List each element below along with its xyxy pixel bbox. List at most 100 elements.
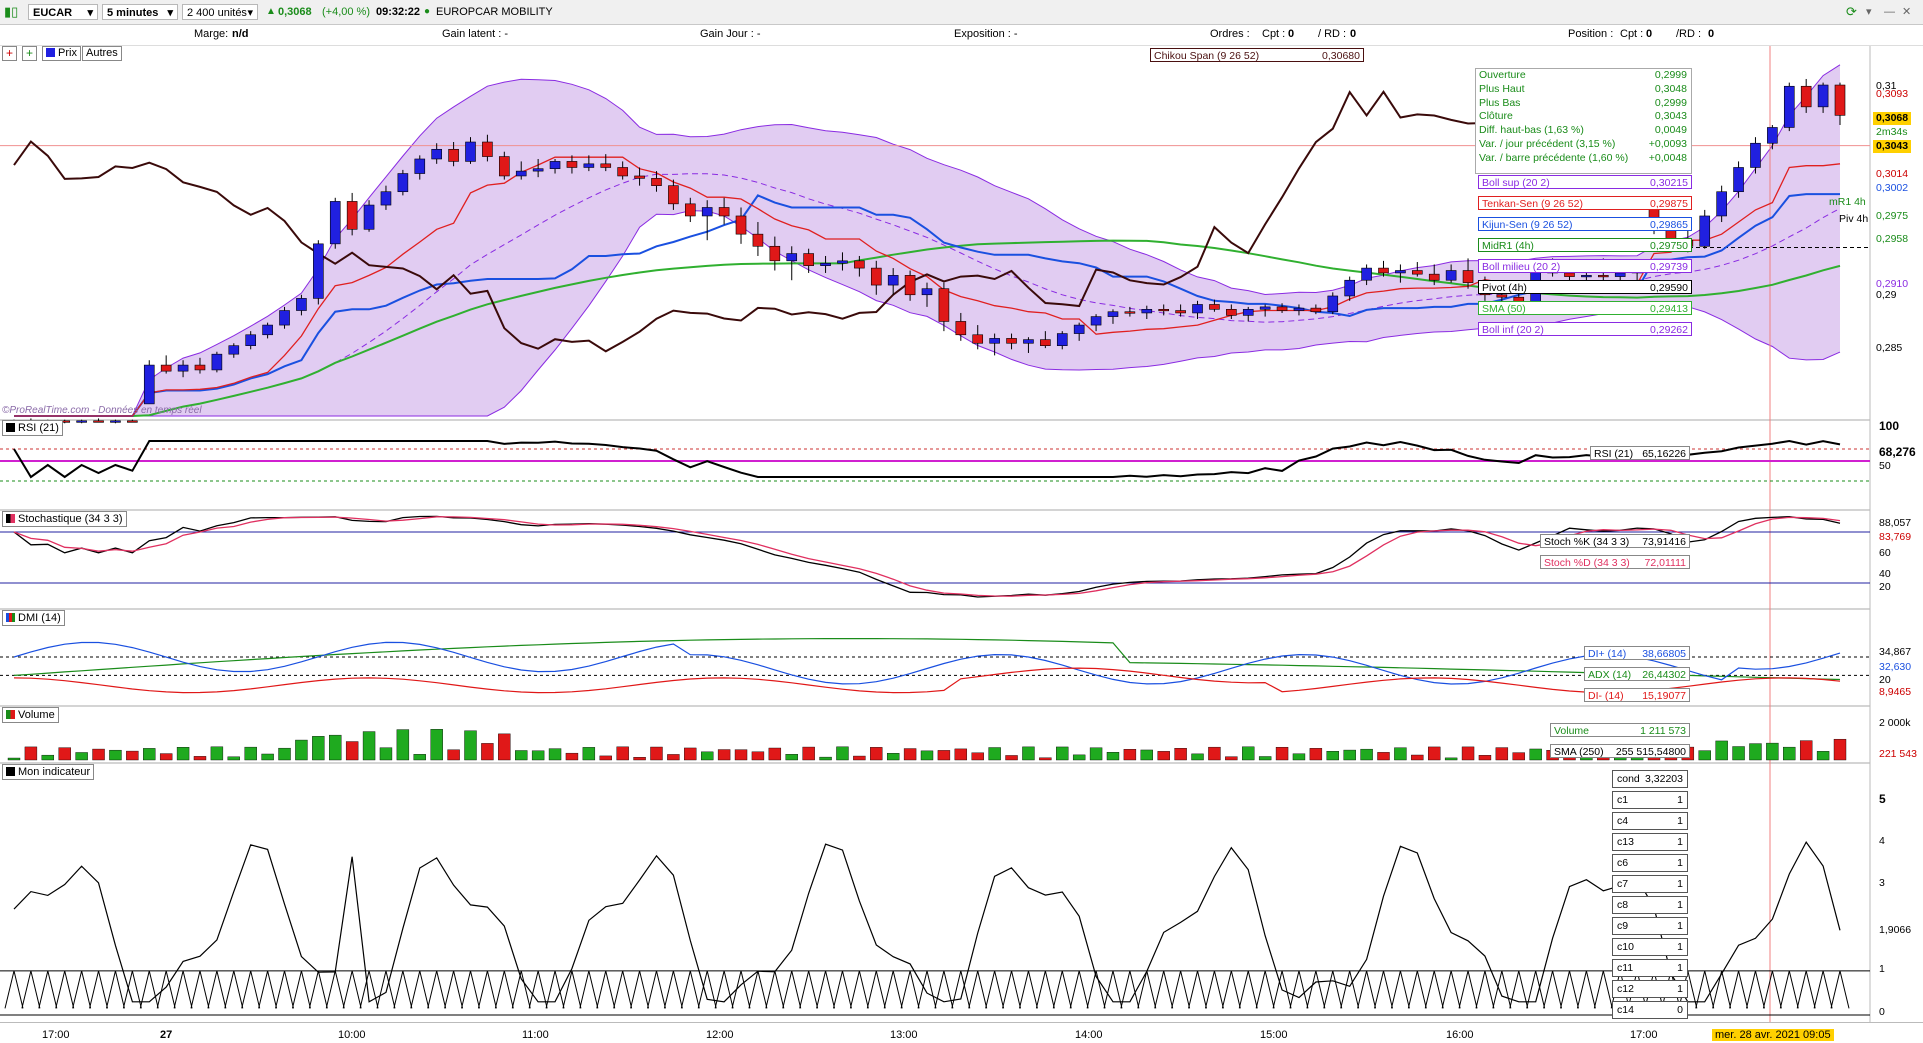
candle-body <box>718 207 730 217</box>
volume-bar <box>548 748 562 761</box>
candle-body <box>752 233 764 247</box>
volume-bar <box>886 753 900 761</box>
ohlc-label: Clôture <box>1479 110 1513 123</box>
candle-body <box>1564 272 1575 277</box>
zigzag-segment <box>968 970 988 1009</box>
position-cpt: 0 <box>1646 28 1653 40</box>
add-chart-icon[interactable]: + <box>22 46 37 61</box>
ohlc-value: 0,2999 <box>1654 96 1687 109</box>
time-axis-label: 14:00 <box>1075 1029 1103 1041</box>
symbol-selector[interactable]: EUCAR ▾ <box>28 4 98 20</box>
pane-title-mon-indicateur[interactable]: Mon indicateur <box>2 764 95 780</box>
candle-body <box>735 215 747 235</box>
zigzag-segment <box>1255 970 1275 1009</box>
zigzag-segment <box>562 970 582 1009</box>
rsi-color-icon <box>6 423 15 432</box>
tab-prix[interactable]: Prix <box>42 46 81 61</box>
pane-title-dmi[interactable]: DMI (14) <box>2 610 65 626</box>
volume-color-icon <box>6 710 15 719</box>
volume-value: 1 211 573 <box>1640 725 1686 737</box>
candle-body <box>1767 127 1778 144</box>
refresh-icon[interactable]: ⟳ <box>1846 4 1857 19</box>
volume-bar <box>531 750 545 761</box>
zigzag-segment <box>748 970 768 1009</box>
volume-bar <box>515 750 528 761</box>
minimize-icon[interactable]: — <box>1884 6 1895 18</box>
volume-bar <box>1056 746 1069 761</box>
candle-body <box>1344 279 1355 297</box>
volume-bar <box>244 746 257 761</box>
candle-body <box>482 141 493 157</box>
zigzag-segment <box>308 970 328 1009</box>
time-axis-label: 27 <box>160 1029 173 1041</box>
pane-title-stochastic[interactable]: Stochastique (34 3 3) <box>2 511 127 527</box>
candle-body <box>245 334 257 346</box>
volume-bar <box>1394 747 1407 761</box>
pane-title-volume[interactable]: Volume <box>2 707 59 723</box>
zigzag-segment <box>731 970 751 1009</box>
volume-bar <box>734 749 748 761</box>
zigzag-segment <box>680 970 700 1009</box>
interval-selector[interactable]: 5 minutes ▾ <box>102 4 178 20</box>
candle-body <box>1259 306 1271 310</box>
price-legend-1: Boll sup (20 2) 0,30215 <box>1478 175 1692 189</box>
candle-body <box>279 310 290 326</box>
volume-bar <box>1461 746 1475 761</box>
zigzag-segment <box>866 970 886 1009</box>
zigzag-segment <box>832 970 852 1009</box>
zigzag-segment <box>1154 970 1174 1009</box>
price-axis-label: 0,3014 <box>1876 168 1909 180</box>
zigzag-segment <box>1238 970 1258 1009</box>
volume-bar <box>1732 746 1745 761</box>
volume-bar <box>1191 753 1204 761</box>
price-legend-value: 0,29865 <box>1650 219 1688 231</box>
price-axis-label: 0,3043 <box>1873 140 1912 153</box>
annotation-piv: Piv 4h <box>1839 213 1869 225</box>
candle-body <box>296 298 307 311</box>
zigzag-segment <box>1002 970 1022 1009</box>
zigzag-segment <box>1593 970 1613 1009</box>
stoch-k-value: 73,91416 <box>1642 536 1686 548</box>
quantity-selector[interactable]: 2 400 unités ▾ <box>182 4 258 20</box>
candle-body <box>346 201 358 230</box>
candle-body <box>110 420 121 423</box>
volume-bar <box>599 755 612 761</box>
stoch-d-label: Stoch %D (34 3 3) <box>1544 557 1630 569</box>
volume-bar <box>667 754 680 761</box>
volume-bar <box>1799 740 1813 761</box>
price-legend-value: 0,29875 <box>1650 198 1688 210</box>
condition-value: 1 <box>1677 983 1683 995</box>
tab-autres[interactable]: Autres <box>82 46 122 61</box>
zigzag-segment <box>1272 970 1292 1009</box>
condition-row-cond: cond 3,32203 <box>1612 770 1688 788</box>
volume-bar <box>684 747 697 761</box>
zigzag-segment <box>1712 970 1732 1009</box>
di-plus-value: 38,66805 <box>1642 648 1686 660</box>
legend-volume: Volume 1 211 573 <box>1550 723 1690 737</box>
chart-type-icon[interactable]: ▮▯ <box>4 4 19 19</box>
pane-title-rsi[interactable]: RSI (21) <box>2 420 63 436</box>
zigzag-segment <box>883 970 903 1009</box>
volume-bar <box>1292 753 1306 761</box>
candle-body <box>583 163 595 168</box>
zigzag-segment <box>579 970 599 1009</box>
price-axis-label: 0,31 <box>1876 80 1897 92</box>
volume-bar <box>768 747 782 761</box>
zigzag-segment <box>714 970 734 1009</box>
time-axis-label: 17:00 <box>42 1029 70 1041</box>
zigzag-segment <box>1188 970 1208 1009</box>
volume-bar <box>1411 754 1424 761</box>
zigzag-segment <box>1695 970 1715 1009</box>
position-label: Position : <box>1568 28 1614 40</box>
candle-body <box>448 148 459 162</box>
condition-label: cond <box>1617 773 1640 785</box>
price-legend-5: Boll milieu (20 2) 0,29739 <box>1478 259 1692 273</box>
price-legend-3: Kijun-Sen (9 26 52) 0,29865 <box>1478 217 1692 231</box>
condition-label: c11 <box>1617 962 1634 974</box>
volume-bar <box>312 736 325 761</box>
candle-body <box>549 161 561 169</box>
window-menu-icon[interactable]: ▾ <box>1866 6 1872 18</box>
close-icon[interactable]: ✕ <box>1902 6 1912 18</box>
add-indicator-icon[interactable]: + <box>2 46 17 61</box>
price-legend-4: MidR1 (4h) 0,29750 <box>1478 238 1692 252</box>
